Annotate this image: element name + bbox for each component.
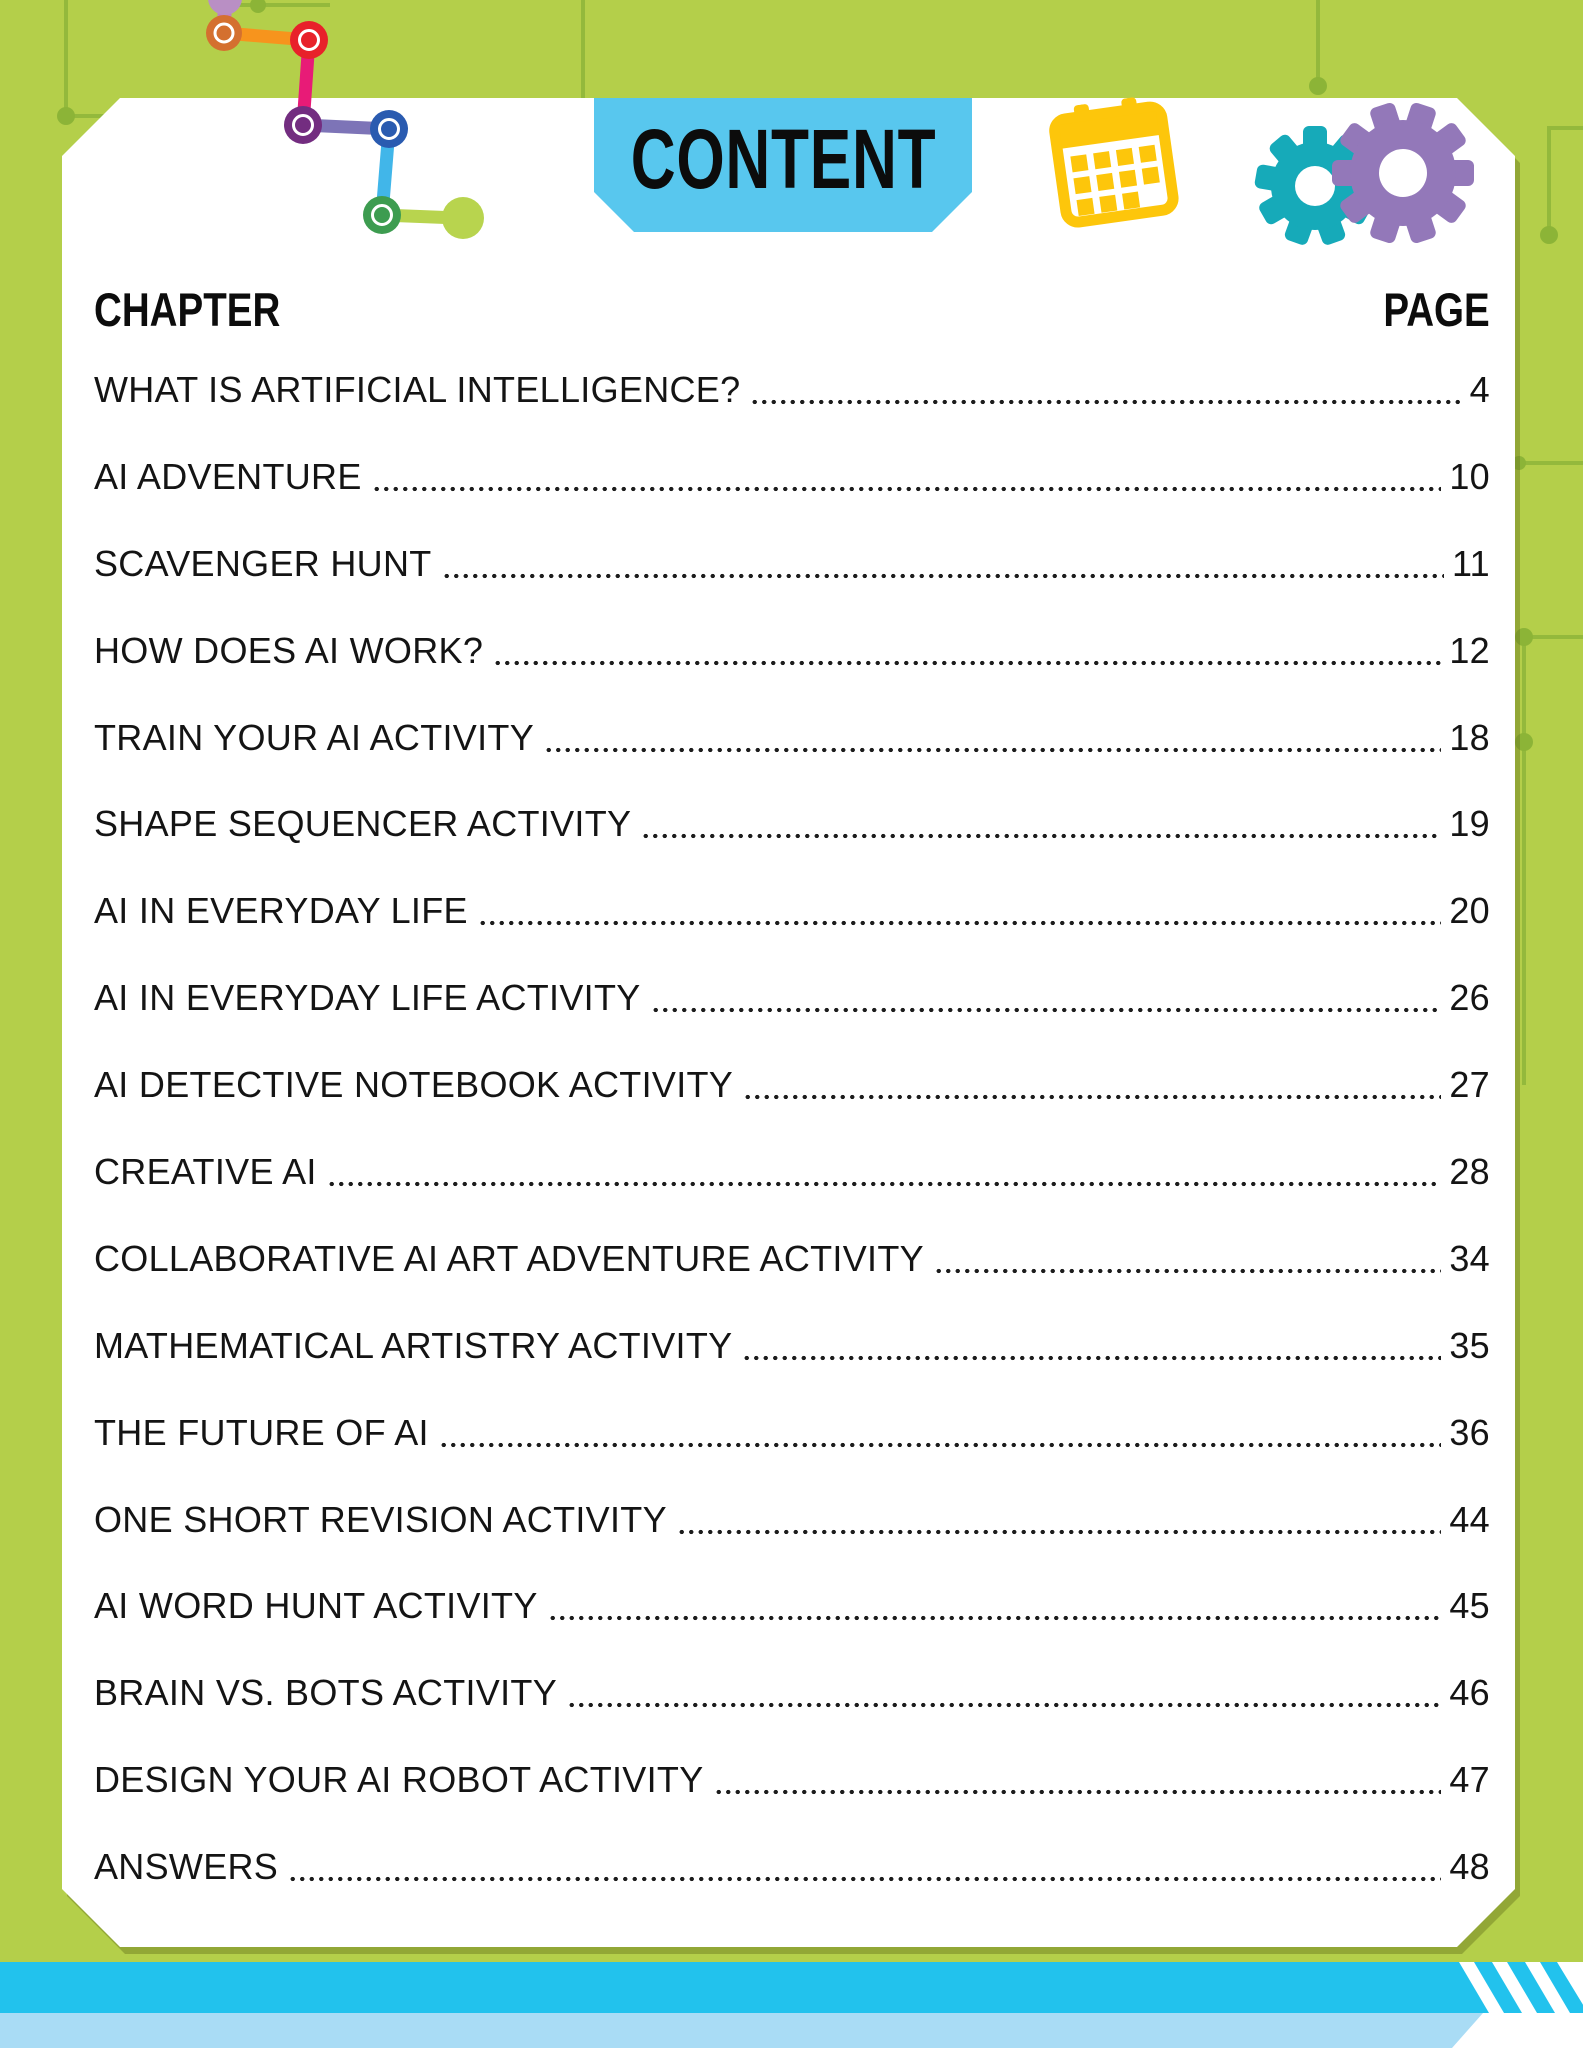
toc-row: MATHEMATICAL ARTISTRY ACTIVITY 35 (94, 1324, 1490, 1366)
toc-entry-title: COLLABORATIVE AI ART ADVENTURE ACTIVITY (94, 1237, 924, 1279)
toc-entry-page-number: 11 (1452, 542, 1490, 584)
toc-entry-page-number: 12 (1449, 629, 1490, 671)
calendar-icon (1049, 97, 1179, 228)
toc-entry-title: SHAPE SEQUENCER ACTIVITY (94, 803, 632, 845)
page-title: CONTENT (630, 112, 936, 206)
toc-row: AI IN EVERYDAY LIFE ACTIVITY 26 (94, 980, 1490, 1016)
toc-entry-title: TRAIN YOUR AI ACTIVITY (94, 716, 535, 758)
toc-entry-page-number: 47 (1449, 1759, 1490, 1801)
toc-row: AI ADVENTURE 10 (94, 455, 1490, 497)
gear-icon (1332, 103, 1474, 243)
dot-leader (641, 833, 1442, 840)
toc-entry-title: ONE SHORT REVISION ACTIVITY (94, 1498, 667, 1540)
toc-row: AI IN EVERYDAY LIFE 20 (94, 893, 1490, 929)
toc-list: WHAT IS ARTIFICIAL INTELLIGENCE? 4 AI AD… (94, 372, 1490, 1936)
page-label: PAGE (1383, 283, 1490, 336)
toc-entry-title: AI ADVENTURE (94, 455, 362, 497)
dot-leader (676, 1528, 1442, 1535)
dot-leader (544, 746, 1442, 753)
toc-row: THE FUTURE OF AI 36 (94, 1411, 1490, 1453)
toc-entry-page-number: 28 (1449, 1151, 1490, 1193)
page-column-header: PAGE (1360, 286, 1490, 333)
toc-entry-page-number: 27 (1449, 1064, 1490, 1106)
toc-entry-title: SCAVENGER HUNT (94, 542, 432, 584)
toc-entry-page-number: 48 (1449, 1846, 1490, 1888)
dot-leader (743, 1094, 1442, 1101)
toc-entry-page-number: 34 (1449, 1237, 1490, 1279)
toc-row: AI WORD HUNT ACTIVITY 45 (94, 1588, 1490, 1624)
dot-leader (567, 1702, 1442, 1709)
toc-entry-page-number: 45 (1449, 1585, 1490, 1627)
dot-leader (326, 1181, 1442, 1188)
toc-entry-page-number: 10 (1449, 455, 1490, 497)
dot-leader (547, 1615, 1442, 1622)
toc-row: BRAIN VS. BOTS ACTIVITY 46 (94, 1675, 1490, 1711)
dot-leader (493, 659, 1442, 666)
dot-leader (441, 572, 1445, 579)
toc-entry-page-number: 26 (1449, 977, 1490, 1019)
toc-row: DESIGN YOUR AI ROBOT ACTIVITY 47 (94, 1762, 1490, 1798)
toc-row: SCAVENGER HUNT 11 (94, 542, 1490, 584)
toc-row: SHAPE SEQUENCER ACTIVITY 19 (94, 806, 1490, 842)
chapter-label: CHAPTER (94, 283, 281, 336)
toc-row: ONE SHORT REVISION ACTIVITY 44 (94, 1498, 1490, 1540)
title-banner: CONTENT (594, 98, 972, 232)
dot-leader (477, 920, 1442, 927)
toc-entry-page-number: 35 (1449, 1324, 1490, 1366)
dot-leader (742, 1354, 1442, 1361)
toc-entry-title: WHAT IS ARTIFICIAL INTELLIGENCE? (94, 369, 741, 410)
dot-leader (650, 1007, 1442, 1014)
toc-entry-title: AI IN EVERYDAY LIFE (94, 890, 468, 932)
toc-entry-title: AI DETECTIVE NOTEBOOK ACTIVITY (94, 1064, 734, 1106)
toc-entry-page-number: 46 (1449, 1672, 1490, 1714)
toc-entry-title: AI IN EVERYDAY LIFE ACTIVITY (94, 977, 641, 1019)
toc-entry-page-number: 44 (1449, 1498, 1490, 1540)
toc-row: TRAIN YOUR AI ACTIVITY 18 (94, 716, 1490, 758)
toc-entry-title: ANSWERS (94, 1846, 279, 1888)
toc-row: HOW DOES AI WORK? 12 (94, 629, 1490, 671)
toc-row: ANSWERS 48 (94, 1849, 1490, 1885)
dot-leader (288, 1876, 1442, 1883)
toc-entry-page-number: 4 (1469, 369, 1490, 410)
dot-leader (933, 1267, 1442, 1274)
dot-leader (750, 399, 1462, 405)
toc-entry-page-number: 19 (1449, 803, 1490, 845)
toc-entry-page-number: 36 (1449, 1411, 1490, 1453)
dot-leader (371, 485, 1442, 492)
toc-row: AI DETECTIVE NOTEBOOK ACTIVITY 27 (94, 1067, 1490, 1103)
toc-entry-title: THE FUTURE OF AI (94, 1411, 429, 1453)
toc-row: COLLABORATIVE AI ART ADVENTURE ACTIVITY … (94, 1237, 1490, 1279)
toc-entry-page-number: 20 (1449, 890, 1490, 932)
toc-entry-title: AI WORD HUNT ACTIVITY (94, 1585, 538, 1627)
chapter-column-header: CHAPTER (94, 286, 321, 333)
toc-entry-title: MATHEMATICAL ARTISTRY ACTIVITY (94, 1324, 733, 1366)
chevron-stripes-icon (1459, 1962, 1570, 2013)
dot-leader (713, 1789, 1442, 1796)
toc-row: CREATIVE AI 28 (94, 1154, 1490, 1190)
dot-leader (438, 1441, 1442, 1448)
toc-entry-title: BRAIN VS. BOTS ACTIVITY (94, 1672, 557, 1714)
toc-row: WHAT IS ARTIFICIAL INTELLIGENCE? 4 (94, 372, 1490, 408)
toc-entry-page-number: 18 (1449, 716, 1490, 758)
molecule-chain-graphic (206, 0, 484, 239)
toc-entry-title: HOW DOES AI WORK? (94, 629, 484, 671)
toc-entry-title: DESIGN YOUR AI ROBOT ACTIVITY (94, 1759, 704, 1801)
footer-bands (0, 1962, 1583, 2048)
toc-entry-title: CREATIVE AI (94, 1151, 317, 1193)
